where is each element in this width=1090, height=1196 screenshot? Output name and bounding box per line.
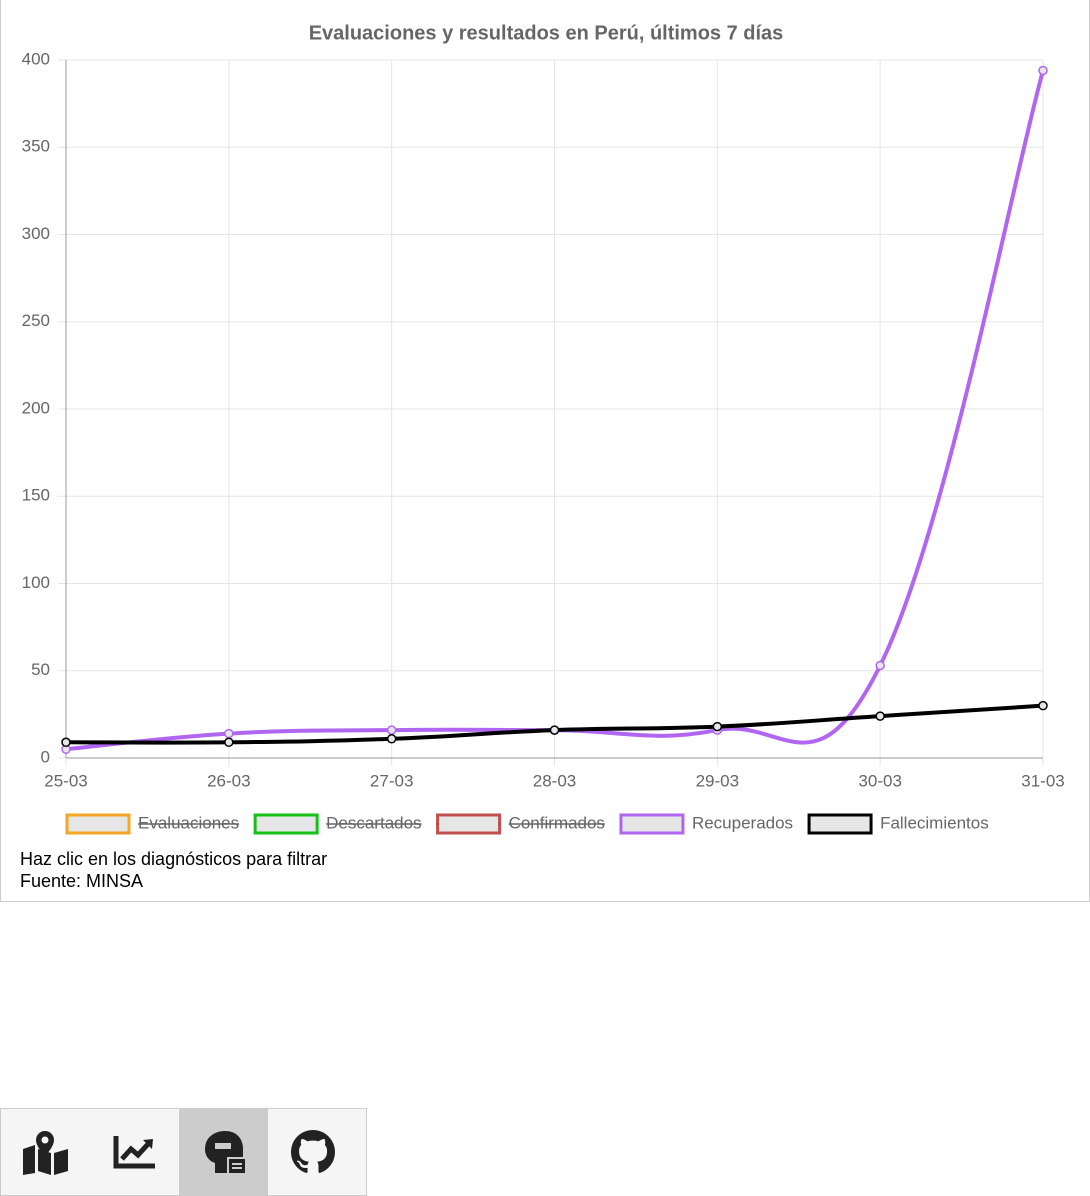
github-icon — [290, 1130, 335, 1173]
doctor-button[interactable] — [179, 1109, 268, 1195]
data-point — [712, 721, 723, 732]
chart-button[interactable] — [90, 1109, 179, 1195]
y-tick-label: 200 — [22, 398, 50, 417]
source: Fuente: MINSA — [20, 871, 144, 891]
bottom-nav — [0, 1108, 367, 1196]
data-point — [875, 711, 885, 721]
x-tick-label: 26-03 — [207, 771, 250, 790]
map-icon — [22, 1131, 68, 1175]
data-point — [1038, 700, 1048, 711]
series-line — [65, 69, 1045, 752]
chart-title: Evaluaciones y resultados en Perú, últim… — [309, 22, 784, 44]
data-point — [875, 660, 885, 671]
x-tick-label: 29-03 — [696, 771, 739, 790]
y-tick-label: 150 — [22, 486, 50, 505]
y-tick-label: 50 — [31, 660, 50, 679]
y-tick-label: 300 — [22, 224, 50, 243]
map-button[interactable] — [1, 1109, 90, 1195]
x-tick-label: 27-03 — [370, 771, 413, 790]
data-point — [1038, 65, 1048, 76]
y-tick-label: 350 — [22, 137, 50, 156]
x-tick-label: 30-03 — [858, 771, 901, 790]
legend-label: Descartados — [326, 813, 421, 832]
legend-label: Evaluaciones — [138, 813, 239, 832]
data-point — [386, 725, 397, 735]
chart-icon — [113, 1136, 155, 1169]
x-tick-label: 28-03 — [533, 771, 576, 790]
chart: Evaluaciones y resultados en Perú, últim… — [22, 22, 1065, 835]
data-point — [549, 725, 560, 735]
legend-label: Confirmados — [509, 813, 605, 832]
data-point — [224, 728, 234, 739]
legend-swatch — [436, 813, 502, 835]
github-button[interactable] — [268, 1109, 357, 1195]
legend-swatch — [65, 813, 131, 835]
x-tick-label: 31-03 — [1021, 771, 1064, 790]
chart-card: Evaluaciones y resultados en Perú, últim… — [0, 0, 1090, 902]
y-tick-label: 400 — [22, 49, 50, 68]
data-point — [224, 737, 234, 748]
legend-swatch — [807, 813, 873, 835]
legend-swatch — [253, 813, 319, 835]
y-tick-label: 250 — [22, 311, 50, 330]
y-tick-label: 0 — [41, 747, 50, 766]
data-point — [386, 734, 397, 744]
legend-swatch — [619, 813, 685, 835]
doctor-icon — [204, 1131, 245, 1173]
hint: Haz clic en los diagnósticos para filtra… — [20, 849, 328, 869]
data-point — [61, 737, 71, 748]
legend-label: Fallecimientos — [880, 813, 989, 832]
legend-label: Recuperados — [692, 813, 793, 832]
x-tick-label: 25-03 — [44, 771, 87, 790]
y-tick-label: 100 — [22, 573, 50, 592]
